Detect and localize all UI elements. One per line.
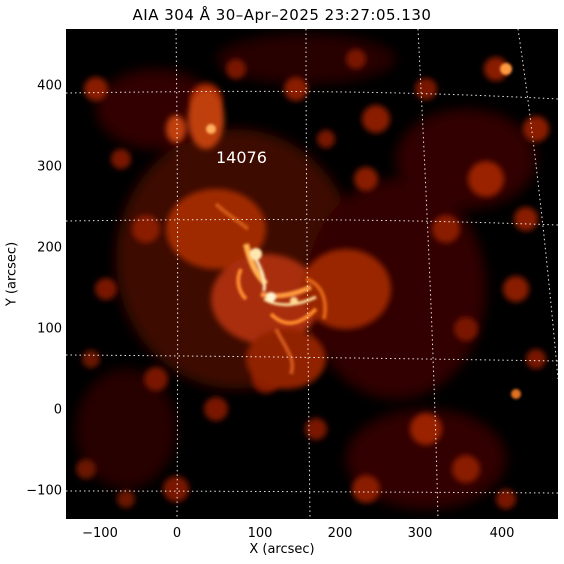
x-tick-label: 400 <box>489 526 515 541</box>
y-tick-label: −100 <box>26 483 62 499</box>
bright-loops <box>206 63 521 399</box>
y-tick-label: 100 <box>37 321 62 337</box>
x-axis-label: X (arcsec) <box>249 542 315 557</box>
x-tick-label: 200 <box>327 526 353 541</box>
watermark-logo: SolarMonitor.org <box>410 532 550 553</box>
y-tick-label: 400 <box>37 78 62 94</box>
x-tick-label: 100 <box>247 526 273 541</box>
x-tick-label: 300 <box>407 526 433 541</box>
y-axis-label: Y (arcsec) <box>4 241 20 307</box>
y-tick-label: 200 <box>37 240 62 256</box>
active-region-label: 14076 <box>216 148 267 167</box>
x-tick-label: −100 <box>82 526 118 541</box>
y-tick-label: 0 <box>53 402 62 418</box>
solar-image <box>66 29 558 519</box>
y-tick-label: 300 <box>37 159 62 175</box>
image-title: AIA 304 Å 30–Apr–2025 23:27:05.130 <box>132 6 432 24</box>
heliographic-grid <box>66 29 558 519</box>
x-tick-label: 0 <box>172 526 182 541</box>
solar-image-panel <box>66 29 558 519</box>
network-patches <box>76 49 549 509</box>
